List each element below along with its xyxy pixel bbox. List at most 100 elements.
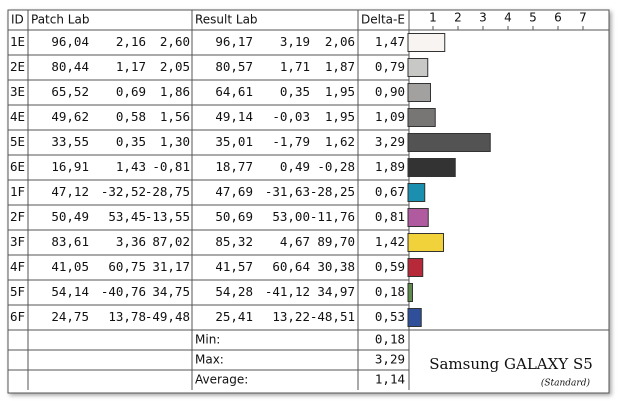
bar	[407, 283, 413, 302]
column-header: ID	[11, 13, 24, 27]
brand-mode: (Standard)	[541, 378, 591, 389]
x-tick-label: 6	[554, 11, 562, 25]
row-id: 3F	[10, 234, 25, 249]
row-id: 3E	[10, 84, 25, 99]
x-tick-label: 7	[579, 11, 587, 25]
delta-e: 0,53	[375, 309, 405, 324]
lab-value: 85,32	[215, 234, 253, 249]
summary-label: Min:	[195, 333, 220, 347]
row-id: 6F	[10, 309, 25, 324]
summary-value: 1,14	[375, 372, 405, 387]
lab-value: 53,00	[272, 209, 310, 224]
bar	[407, 108, 436, 127]
summary-value: 0,18	[375, 332, 405, 347]
row-id: 1E	[10, 34, 25, 49]
lab-value: 18,77	[215, 159, 253, 174]
lab-value: 35,01	[215, 134, 253, 149]
lab-value: -0,28	[317, 159, 355, 174]
lab-value: 1,95	[325, 84, 355, 99]
delta-e: 1,09	[375, 109, 405, 124]
lab-value: 34,97	[317, 284, 355, 299]
row-id: 5F	[10, 284, 25, 299]
lab-value: 2,06	[325, 34, 355, 49]
lab-value: 53,45	[108, 209, 146, 224]
delta-e: 0,67	[375, 184, 405, 199]
row-id: 4E	[10, 109, 25, 124]
delta-e: 3,29	[375, 134, 405, 149]
lab-value: 0,35	[116, 134, 146, 149]
lab-value: -0,03	[272, 109, 310, 124]
delta-e: 0,79	[375, 59, 405, 74]
column-header: Delta-E	[361, 13, 405, 27]
column-header: Result Lab	[195, 13, 258, 27]
lab-value: 1,43	[116, 159, 146, 174]
row-id: 2E	[10, 59, 25, 74]
bar	[407, 183, 426, 202]
bar	[407, 83, 431, 102]
brand-name: Samsung GALAXY S5	[429, 355, 593, 373]
delta-e: 0,90	[375, 84, 405, 99]
lab-value: 50,69	[215, 209, 253, 224]
lab-value: 0,49	[280, 159, 310, 174]
bar	[407, 158, 456, 177]
lab-value: 64,61	[215, 84, 253, 99]
lab-value: 31,17	[152, 259, 190, 274]
lab-value: -13,55	[145, 209, 190, 224]
bar	[407, 308, 422, 327]
lab-value: 54,14	[51, 284, 89, 299]
bar	[407, 208, 429, 227]
row-id: 1F	[10, 184, 25, 199]
lab-value: 0,58	[116, 109, 146, 124]
lab-value: 25,41	[215, 309, 253, 324]
lab-value: 33,55	[51, 134, 89, 149]
lab-value: -31,63	[265, 184, 310, 199]
lab-value: -1,79	[272, 134, 310, 149]
x-tick-label: 5	[529, 11, 537, 25]
delta-e: 0,59	[375, 259, 405, 274]
lab-value: 2,16	[116, 34, 146, 49]
x-tick-label: 4	[504, 11, 512, 25]
summary-label: Average:	[195, 373, 248, 387]
lab-value: 80,57	[215, 59, 253, 74]
lab-value: 24,75	[51, 309, 89, 324]
lab-value: 0,35	[280, 84, 310, 99]
bar	[407, 133, 491, 152]
lab-value: 4,67	[280, 234, 310, 249]
lab-value: 41,57	[215, 259, 253, 274]
lab-value: -28,25	[310, 184, 355, 199]
row-id: 4F	[10, 259, 25, 274]
lab-value: 80,44	[51, 59, 89, 74]
lab-value: -0,81	[152, 159, 190, 174]
lab-value: -11,76	[310, 209, 355, 224]
lab-value: 60,75	[108, 259, 146, 274]
lab-value: 47,12	[51, 184, 89, 199]
lab-value: 34,75	[152, 284, 190, 299]
lab-value: 41,05	[51, 259, 89, 274]
lab-value: -28,75	[145, 184, 190, 199]
x-tick-label: 2	[454, 11, 462, 25]
summary-label: Max:	[195, 353, 224, 367]
lab-value: 65,52	[51, 84, 89, 99]
lab-value: 2,05	[160, 59, 190, 74]
lab-value: 83,61	[51, 234, 89, 249]
column-header: Patch Lab	[31, 13, 89, 27]
delta-e: 1,47	[375, 34, 405, 49]
lab-value: 50,49	[51, 209, 89, 224]
bar	[407, 33, 446, 52]
lab-value: 87,02	[152, 234, 190, 249]
delta-e: 0,81	[375, 209, 405, 224]
lab-value: 49,62	[51, 109, 89, 124]
bar	[407, 58, 429, 77]
x-tick-label: 1	[429, 11, 437, 25]
summary-value: 3,29	[375, 352, 405, 367]
delta-e: 0,18	[375, 284, 405, 299]
lab-value: 2,60	[160, 34, 190, 49]
lab-value: 13,22	[272, 309, 310, 324]
lab-value: 1,17	[116, 59, 146, 74]
lab-value: 47,69	[215, 184, 253, 199]
delta-e: 1,42	[375, 234, 405, 249]
lab-value: 13,78	[108, 309, 146, 324]
lab-value: 89,70	[317, 234, 355, 249]
row-id: 2F	[10, 209, 25, 224]
